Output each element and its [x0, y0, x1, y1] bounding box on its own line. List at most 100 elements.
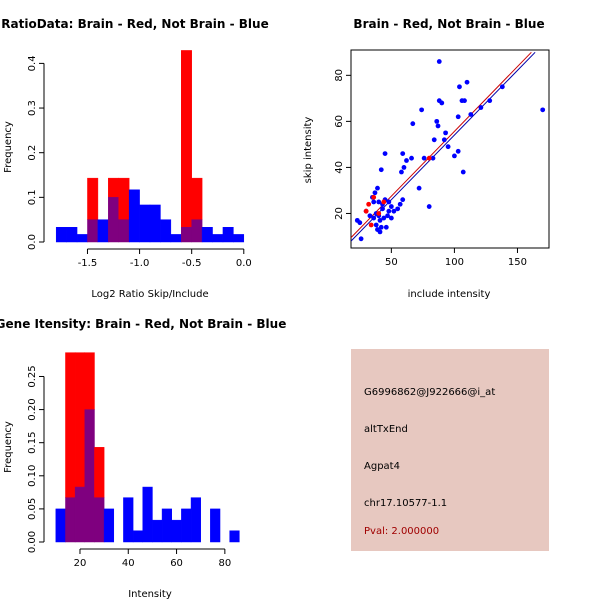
not-brain-point [452, 153, 457, 159]
ratio-histogram-bar [108, 177, 119, 198]
not-brain-point [439, 100, 445, 106]
not-brain-point [383, 224, 389, 230]
not-brain-point [416, 185, 422, 191]
gene-intensity-histogram-bar [190, 497, 201, 543]
ratio-histogram-bar [76, 234, 88, 243]
gene-intensity-histogram-bar [84, 352, 95, 410]
gene-intensity-histogram-bar [94, 447, 105, 498]
brain-point [366, 201, 372, 207]
not-brain-point [358, 236, 364, 242]
not-brain-point [395, 206, 401, 212]
p-value: Pval: 2.000000 [364, 526, 440, 537]
gene-intensity-histogram-axes: 20 40 60 80 0.00 0.05 0.10 0.15 0.20 0.25 [27, 365, 231, 569]
not-brain-point [421, 155, 427, 161]
gene-intensity-histogram-bar [229, 530, 240, 543]
gene-intensity-histogram-bar [210, 508, 221, 543]
intensity-scatter-y-tick-label: 60 [334, 115, 345, 128]
not-brain-point [468, 112, 474, 117]
brain-point [371, 194, 377, 200]
not-brain-point [441, 137, 447, 143]
not-brain-point [376, 199, 382, 205]
gene-intensity-histogram-bar [132, 530, 144, 543]
ratio-histogram-xlabel: Log2 Ratio Skip/Include [91, 289, 208, 300]
not-brain-point [372, 190, 378, 196]
ratio-histogram-bar [128, 189, 140, 243]
gene-intensity-histogram-overlap-bar [94, 497, 105, 543]
not-brain-point [426, 204, 432, 209]
ratio-histogram-bar [170, 234, 182, 243]
not-brain-point [357, 220, 363, 226]
brain-point [426, 155, 432, 161]
not-brain-point [462, 98, 467, 104]
gene-intensity-histogram-overlap-bar [65, 497, 76, 543]
not-brain-point [386, 199, 392, 205]
ratio-histogram-x-tick-label: -1.0 [130, 258, 150, 269]
gene-intensity-histogram-x-tick-label: 80 [218, 558, 231, 569]
ratio-histogram-x-tick-label: -1.5 [78, 258, 98, 269]
not-brain-point [464, 79, 470, 85]
ratio-histogram-ylabel: Frequency [3, 121, 14, 173]
ratio-histogram-x-tick-label: 0.0 [236, 258, 252, 269]
gene-intensity-histogram-bar [142, 486, 153, 543]
not-brain-point [378, 167, 384, 173]
gene-intensity-histogram-y-tick-label: 0.00 [27, 531, 38, 553]
not-brain-point [397, 201, 403, 207]
ratio-histogram-y-tick-label: 0.1 [27, 189, 38, 205]
gene-intensity-histogram-bar [171, 519, 182, 543]
ratio-histogram-y-tick-label: 0.0 [27, 234, 38, 250]
ratio-histogram-bar [149, 204, 161, 243]
gene-intensity-histogram-xlabel: Intensity [128, 589, 172, 600]
not-brain-point [434, 118, 440, 124]
ratio-histogram-overlap-bar [87, 219, 99, 243]
intensity-scatter-ylabel: skip intensity [303, 117, 314, 184]
gene-intensity-histogram-bar [123, 497, 134, 543]
not-brain-point [400, 151, 406, 157]
not-brain-point [404, 158, 409, 163]
not-brain-point [455, 148, 461, 154]
gene-intensity-histogram-bar [161, 508, 172, 543]
intensity-scatter-axes: 50 100 150 20 40 60 80 [334, 69, 527, 268]
gene-intensity-histogram-title: Gene Itensity: Brain - Red, Not Brain - … [0, 317, 286, 331]
ratio-histogram-overlap-bar [191, 219, 203, 243]
gene-intensity-histogram: Gene Itensity: Brain - Red, Not Brain - … [0, 317, 286, 600]
gene-intensity-histogram-overlap-bar [84, 409, 95, 543]
gene-intensity-histogram-y-tick-label: 0.20 [27, 398, 38, 420]
gene-intensity-histogram-y-tick-label: 0.25 [27, 365, 38, 387]
gene-intensity-histogram-y-tick-label: 0.05 [27, 498, 38, 520]
gene-intensity-histogram-x-tick-label: 40 [122, 558, 135, 569]
not-brain-point [443, 130, 448, 136]
intensity-scatter-x-tick-label: 150 [508, 257, 527, 268]
ratio-histogram-bar [212, 234, 224, 243]
not-brain-point [455, 114, 461, 120]
not-brain-point [400, 197, 406, 203]
not-brain-point [487, 98, 493, 104]
brain-point [368, 222, 374, 228]
intensity-scatter-y-tick-label: 40 [334, 161, 345, 174]
ratio-histogram-bars [55, 50, 245, 243]
not-brain-point [371, 215, 377, 221]
intensity-scatter-x-tick-label: 100 [445, 257, 464, 268]
not-brain-point [371, 199, 377, 205]
not-brain-point [377, 217, 383, 223]
not-brain-point [409, 155, 414, 161]
gene-intensity-histogram-bar [55, 508, 66, 543]
probe-id: G6996862@J922666@i_at [364, 387, 496, 398]
gene-intensity-histogram-y-tick-label: 0.15 [27, 432, 38, 454]
ratio-histogram-bar [181, 50, 192, 228]
ratio-histogram-bar [118, 177, 130, 220]
gene-intensity-histogram-y-tick-label: 0.10 [27, 465, 38, 487]
ratio-histogram-y-tick-label: 0.3 [27, 100, 38, 116]
intensity-scatter-title: Brain - Red, Not Brain - Blue [353, 17, 544, 31]
not-brain-point [435, 123, 441, 129]
not-brain-point [367, 213, 373, 219]
ratio-histogram-bar [139, 204, 151, 243]
brain-point [381, 199, 387, 205]
not-brain-point [378, 224, 384, 230]
not-brain-point [391, 208, 397, 214]
not-brain-point [436, 59, 442, 64]
not-brain-point [388, 204, 394, 209]
not-brain-point [382, 151, 388, 157]
not-brain-point [388, 215, 394, 221]
ratio-histogram: RatioData: Brain - Red, Not Brain - Blue… [1, 17, 268, 300]
gene-intensity-histogram-x-tick-label: 20 [74, 558, 87, 569]
